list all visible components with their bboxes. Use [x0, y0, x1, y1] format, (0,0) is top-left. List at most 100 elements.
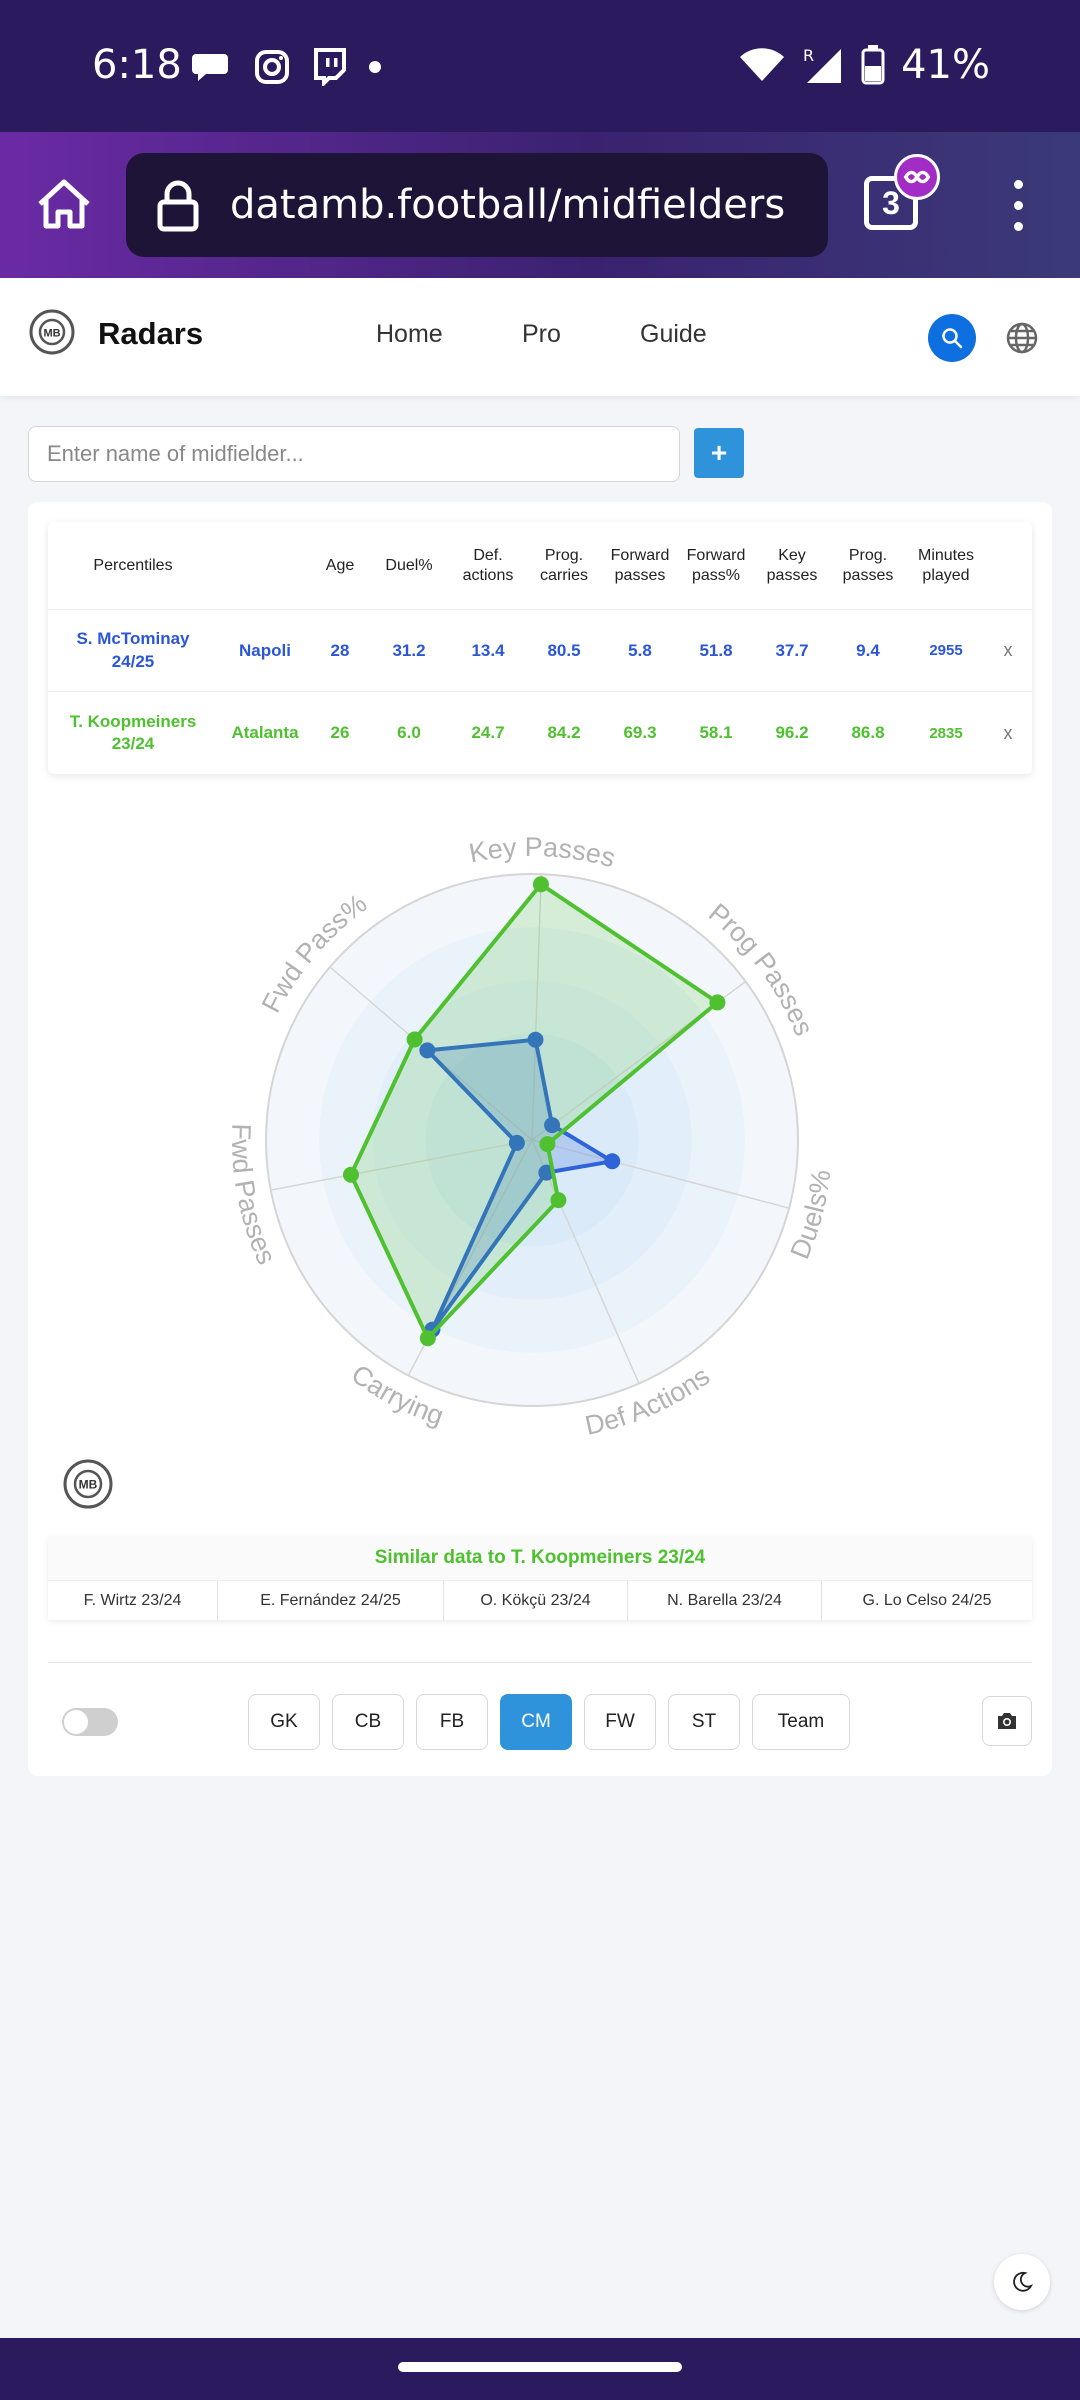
radar-point [419, 1330, 436, 1347]
url-bar[interactable]: datamb.football/midfielders [126, 153, 828, 257]
signal-icon: R [803, 46, 842, 83]
nav-home[interactable]: Home [376, 320, 443, 348]
svg-text:R: R [803, 46, 814, 65]
menu-icon[interactable] [1008, 180, 1028, 240]
screenshot-button[interactable] [982, 1696, 1032, 1746]
radar-point [532, 876, 549, 893]
battery-percent: 41% [901, 42, 990, 88]
nav-guide[interactable]: Guide [640, 320, 707, 348]
radar-point [406, 1031, 423, 1048]
radar-spoke [531, 1139, 640, 1384]
site-title[interactable]: Radars [98, 316, 204, 351]
dark-mode-button[interactable] [994, 2254, 1050, 2310]
player-prog-carries: 80.5 [547, 640, 581, 660]
status-bar: 6:18 R 41% [0, 0, 1080, 132]
twitch-icon [314, 48, 346, 86]
remove-player-button[interactable]: x [1003, 722, 1013, 743]
radar-point [709, 994, 726, 1011]
header-forward-passes: Forward passes [610, 546, 670, 584]
position-team-button[interactable]: Team [752, 1694, 850, 1750]
player-duel: 6.0 [397, 723, 421, 742]
similar-item[interactable]: F. Wirtz 23/24 [48, 1581, 218, 1621]
site-header: MB Radars Home Pro Guide [0, 278, 1080, 396]
player-name[interactable]: S. McTominay 24/25 [76, 629, 190, 671]
table-row: S. McTominay 24/25 Napoli 28 31.2 13.4 80… [48, 610, 1032, 692]
mb-logo-icon[interactable]: MB [28, 308, 76, 356]
radar-series-2 [349, 882, 720, 1341]
position-fw-button[interactable]: FW [584, 1694, 656, 1750]
position-fb-button[interactable]: FB [416, 1694, 488, 1750]
gesture-handle[interactable] [398, 2362, 682, 2372]
radar-axis-label: Key Passes [467, 832, 619, 873]
header-key-passes: Key passes [766, 546, 818, 584]
player-key-passes: 37.7 [775, 640, 809, 660]
status-right: R 41% [739, 42, 990, 88]
similar-players-panel: Similar data to T. Koopmeiners 23/24 F. … [48, 1536, 1032, 1621]
position-cb-button[interactable]: CB [332, 1694, 404, 1750]
globe-icon[interactable] [1004, 320, 1040, 356]
radar-point [342, 1166, 359, 1183]
home-icon[interactable] [34, 174, 94, 234]
similar-list: F. Wirtz 23/24 E. Fernández 24/25 O. Kök… [48, 1580, 1032, 1621]
header-minutes-played: Minutes played [917, 546, 975, 584]
tab-count: 3 [882, 184, 900, 221]
system-nav-bar [0, 2338, 1080, 2400]
player-minutes: 2955 [929, 642, 963, 659]
player-club: Napoli [239, 640, 291, 660]
header-duel: Duel% [385, 556, 433, 574]
radar-point [604, 1153, 621, 1170]
player-forward-passes: 69.3 [623, 723, 657, 742]
camera-icon [998, 1713, 1016, 1729]
radar-spoke [270, 1139, 533, 1191]
player-name[interactable]: T. Koopmeiners 23/24 [69, 711, 197, 753]
header-forward-pass-pct: Forward pass% [686, 546, 746, 584]
position-st-button[interactable]: ST [668, 1694, 740, 1750]
compare-toggle[interactable] [62, 1708, 118, 1736]
svg-text:MB: MB [43, 328, 60, 340]
player-prog-carries: 84.2 [547, 723, 581, 742]
table-row: T. Koopmeiners 23/24 Atalanta 26 6.0 24.7… [48, 692, 1032, 774]
similar-item[interactable]: E. Fernández 24/25 [218, 1581, 444, 1621]
svg-text:MB: MB [79, 1478, 98, 1492]
incognito-icon [894, 154, 940, 200]
tabs-button[interactable]: 3 [864, 176, 918, 230]
player-forward-pass-pct: 51.8 [699, 640, 733, 660]
browser-toolbar: datamb.football/midfielders 3 [0, 132, 1080, 278]
similar-item[interactable]: O. Kökçü 23/24 [444, 1581, 628, 1621]
radar-card: Percentiles Age Duel% Def. actions Prog. c… [28, 502, 1052, 1776]
player-forward-passes: 5.8 [628, 640, 652, 660]
nav-pro[interactable]: Pro [522, 320, 561, 348]
player-prog-passes: 9.4 [856, 640, 880, 660]
player-club: Atalanta [231, 723, 299, 742]
divider [48, 1662, 1032, 1663]
percentiles-table: Percentiles Age Duel% Def. actions Prog. c… [48, 522, 1032, 774]
lock-icon [157, 180, 199, 232]
chat-icon [192, 54, 228, 81]
radar-point [508, 1134, 525, 1151]
player-minutes: 2835 [929, 724, 963, 742]
player-def-actions: 13.4 [471, 640, 505, 660]
radar-point [527, 1031, 544, 1048]
player-age: 28 [330, 640, 350, 660]
radar-point [419, 1042, 436, 1059]
similar-title: Similar data to T. Koopmeiners 23/24 [48, 1536, 1032, 1580]
midfielder-search-input[interactable] [28, 426, 680, 482]
player-age: 26 [330, 723, 350, 742]
battery-icon [861, 45, 885, 85]
radar-spoke [531, 874, 543, 1141]
similar-item[interactable]: G. Lo Celso 24/25 [862, 1592, 992, 1609]
header-percentiles: Percentiles [93, 556, 173, 574]
add-player-button[interactable]: + [694, 428, 744, 478]
position-gk-button[interactable]: GK [248, 1694, 320, 1750]
dot-icon [369, 61, 381, 73]
search-icon [942, 328, 963, 349]
similar-item[interactable]: N. Barella 23/24 [628, 1581, 822, 1621]
header-prog-passes: Prog. passes [842, 546, 894, 584]
remove-player-button[interactable]: x [1003, 640, 1013, 660]
radar-point [539, 1136, 556, 1153]
player-key-passes: 96.2 [775, 723, 809, 742]
position-cm-button[interactable]: CM [500, 1694, 572, 1750]
search-button[interactable] [928, 314, 976, 362]
player-prog-passes: 86.8 [851, 723, 885, 742]
